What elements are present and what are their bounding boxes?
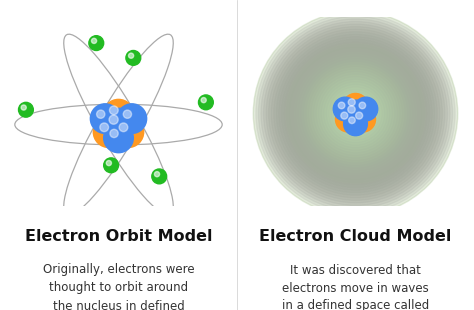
Circle shape <box>340 98 371 129</box>
Circle shape <box>117 104 146 133</box>
Circle shape <box>315 73 396 154</box>
Circle shape <box>310 68 401 159</box>
Circle shape <box>91 38 97 43</box>
Circle shape <box>253 11 458 216</box>
Circle shape <box>109 106 118 115</box>
Circle shape <box>274 32 437 195</box>
Circle shape <box>279 37 432 190</box>
Circle shape <box>343 101 368 126</box>
Circle shape <box>284 42 427 185</box>
Circle shape <box>271 29 440 198</box>
Circle shape <box>307 65 404 162</box>
Circle shape <box>126 51 141 65</box>
Circle shape <box>253 11 458 216</box>
Circle shape <box>337 95 374 131</box>
Circle shape <box>93 117 124 148</box>
Circle shape <box>350 107 375 132</box>
Circle shape <box>312 70 399 157</box>
Circle shape <box>18 102 33 117</box>
Circle shape <box>289 47 422 180</box>
Circle shape <box>123 110 131 118</box>
Circle shape <box>103 100 134 131</box>
Circle shape <box>266 24 445 203</box>
Circle shape <box>21 105 26 110</box>
Circle shape <box>348 106 355 113</box>
Circle shape <box>282 39 429 188</box>
Circle shape <box>328 85 383 142</box>
Circle shape <box>348 99 355 106</box>
Circle shape <box>119 123 128 132</box>
Circle shape <box>276 34 435 193</box>
Text: Electron Cloud Model: Electron Cloud Model <box>259 229 452 244</box>
Circle shape <box>286 44 425 183</box>
Circle shape <box>258 16 453 210</box>
Circle shape <box>152 169 167 184</box>
Circle shape <box>297 55 414 172</box>
Circle shape <box>264 21 447 206</box>
Circle shape <box>344 112 367 136</box>
Circle shape <box>345 103 366 124</box>
Circle shape <box>333 97 357 121</box>
Circle shape <box>89 36 104 51</box>
Circle shape <box>299 57 412 170</box>
Circle shape <box>342 100 369 127</box>
Circle shape <box>109 115 118 124</box>
Circle shape <box>256 14 455 213</box>
Circle shape <box>100 123 109 132</box>
Circle shape <box>322 80 389 147</box>
Circle shape <box>91 104 120 133</box>
Circle shape <box>155 172 160 177</box>
Circle shape <box>338 102 345 109</box>
Circle shape <box>336 107 361 132</box>
Circle shape <box>106 161 111 166</box>
Circle shape <box>325 83 386 144</box>
Circle shape <box>354 97 378 121</box>
Circle shape <box>348 117 355 124</box>
Circle shape <box>348 106 363 121</box>
Text: Electron Orbit Model: Electron Orbit Model <box>25 229 212 244</box>
Circle shape <box>113 117 144 148</box>
Circle shape <box>302 60 409 167</box>
Circle shape <box>320 78 391 149</box>
Circle shape <box>97 110 105 118</box>
Circle shape <box>110 129 118 138</box>
Circle shape <box>201 98 206 103</box>
Circle shape <box>332 91 379 136</box>
Text: Originally, electrons were
thought to orbit around
the nucleus in defined
paths.: Originally, electrons were thought to or… <box>43 264 194 310</box>
Circle shape <box>104 158 118 173</box>
Circle shape <box>359 102 365 109</box>
Circle shape <box>350 108 361 118</box>
Circle shape <box>317 75 394 152</box>
Circle shape <box>330 88 381 139</box>
Circle shape <box>269 27 442 200</box>
Circle shape <box>128 53 134 58</box>
Circle shape <box>341 112 348 119</box>
Circle shape <box>356 112 363 119</box>
Circle shape <box>353 111 358 116</box>
Circle shape <box>335 93 376 134</box>
Circle shape <box>343 93 368 119</box>
Circle shape <box>104 123 133 153</box>
Text: It was discovered that
electrons move in waves
in a defined space called
an elec: It was discovered that electrons move in… <box>282 264 429 310</box>
Circle shape <box>199 95 213 110</box>
Circle shape <box>294 52 417 175</box>
Circle shape <box>261 19 450 208</box>
Circle shape <box>292 50 419 177</box>
Circle shape <box>304 62 407 165</box>
Circle shape <box>102 108 135 141</box>
